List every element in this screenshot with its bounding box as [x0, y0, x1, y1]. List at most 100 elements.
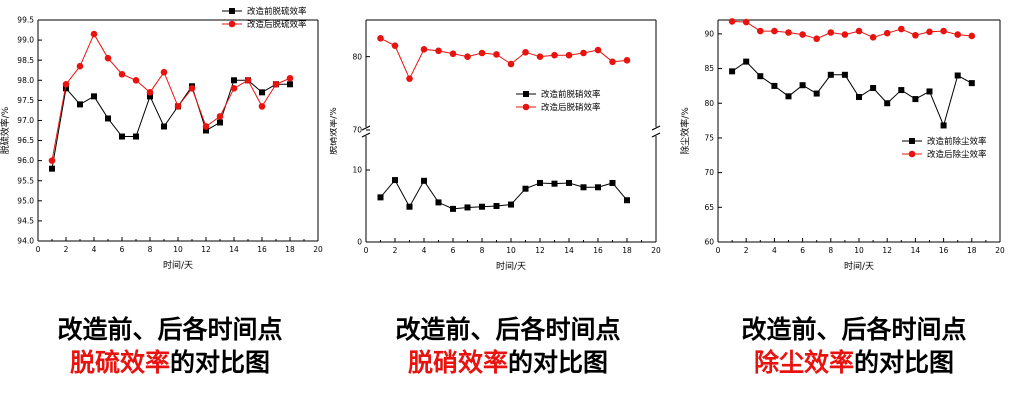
x-tick-label: 6	[120, 245, 125, 254]
caption-sulfur: 改造前、后各时间点 脱硫效率的对比图	[0, 313, 340, 379]
data-point	[118, 70, 126, 78]
y-tick-label: 60	[704, 238, 714, 247]
plot-frame: 0 2 4 6 8 10 12 14 16 18 20 60 65 70 75 80 85 90 时间/天 除尘效率/…	[679, 19, 1005, 272]
legend-label: 改造后除尘效率	[927, 149, 987, 160]
data-point	[841, 71, 848, 78]
caption-line1: 改造前、后各时间点	[741, 315, 967, 344]
legend-marker	[908, 150, 916, 158]
data-point	[493, 51, 500, 58]
data-point	[49, 165, 55, 172]
data-point	[926, 28, 933, 36]
legend-label: 改造前脱硝效率	[541, 89, 601, 100]
data-point	[827, 29, 835, 36]
data-point	[743, 58, 750, 65]
data-point	[757, 73, 764, 80]
legend-label: 改造后脱硝效率	[541, 102, 601, 113]
x-tick-label: 20	[651, 246, 661, 255]
data-point	[174, 103, 182, 110]
caption-highlight: 脱硫效率	[69, 348, 170, 377]
x-tick-label: 16	[939, 246, 949, 255]
x-tick-label: 16	[593, 246, 603, 255]
x-tick-label: 4	[92, 245, 97, 254]
y-tick-label: 85	[704, 64, 714, 73]
y-tick-label: 94.5	[17, 217, 34, 226]
x-tick-label: 20	[995, 246, 1005, 255]
x-tick-label: 14	[911, 246, 921, 255]
legend-marker	[522, 103, 530, 111]
x-tick-label: 4	[422, 246, 427, 255]
data-point	[827, 71, 834, 78]
data-point	[595, 184, 601, 191]
data-point	[507, 60, 515, 68]
data-point	[202, 123, 210, 130]
data-point	[912, 96, 919, 103]
data-point	[551, 51, 558, 59]
data-point	[536, 53, 544, 60]
data-point	[968, 32, 976, 40]
data-point	[729, 68, 736, 75]
series-before	[729, 58, 975, 129]
data-point	[926, 88, 933, 95]
plot-frame: 0 2 4 6 8 10 12 14 16 18 20 94.0 94.5 95.0 95.5 96.0 96.…	[0, 16, 323, 271]
data-point	[272, 80, 280, 88]
data-point	[609, 179, 616, 186]
data-point	[566, 179, 572, 186]
data-point	[188, 85, 196, 92]
caption-line1: 改造前、后各时间点	[57, 315, 283, 344]
y-tick-label: 80	[352, 52, 362, 61]
data-point	[406, 203, 413, 210]
data-point	[286, 74, 294, 82]
y-tick-label: 90	[704, 29, 714, 38]
data-point	[742, 18, 750, 26]
data-point	[231, 77, 237, 84]
data-point	[203, 127, 209, 134]
y-tick-label: 65	[704, 203, 714, 212]
y-tick-label: 94.0	[17, 237, 34, 246]
series-before	[377, 177, 630, 212]
series-line	[380, 37, 628, 80]
data-point	[799, 31, 806, 38]
data-point	[551, 180, 558, 187]
data-point	[884, 100, 891, 107]
axis-break-mark-right	[651, 132, 661, 138]
x-tick-label: 12	[882, 246, 892, 255]
data-point	[377, 35, 384, 42]
data-point	[48, 157, 56, 164]
data-point	[76, 62, 84, 70]
data-point	[813, 90, 820, 97]
data-point	[785, 93, 792, 100]
legend-label: 改造前脱硫效率	[247, 6, 307, 17]
data-point	[377, 194, 384, 201]
data-point	[258, 103, 266, 110]
caption-highlight: 脱硝效率	[407, 348, 508, 377]
y-tick-label: 99.0	[17, 36, 34, 45]
data-point	[464, 53, 471, 60]
y-tick-label: 99.5	[17, 16, 34, 25]
data-point	[119, 133, 125, 140]
caption-suffix: 的对比图	[508, 348, 609, 377]
x-tick-label: 8	[148, 245, 153, 254]
data-point	[841, 31, 849, 38]
data-point	[216, 113, 224, 120]
x-tick-label: 10	[854, 246, 864, 255]
data-point	[478, 49, 486, 57]
sulfur-removal-chart: 0 2 4 6 8 10 12 14 16 18 20 94.0 94.5 95.0 95.5 96.0 96.…	[0, 6, 323, 271]
caption-denitrification: 改造前、后各时间点 脱硝效率的对比图	[338, 313, 678, 379]
caption-dust: 改造前、后各时间点 除尘效率的对比图	[684, 313, 1024, 379]
caption-line1: 改造前、后各时间点	[395, 315, 621, 344]
axis-break-mark-left	[361, 132, 371, 138]
x-tick-label: 14	[564, 246, 574, 255]
data-point	[90, 30, 98, 38]
series-line	[732, 20, 972, 40]
data-point	[435, 47, 442, 55]
legend-marker	[909, 138, 915, 144]
legend-label: 改造后脱硫效率	[247, 19, 307, 30]
y-tick-label: 95.0	[17, 196, 34, 205]
data-point	[217, 119, 223, 126]
data-point	[493, 203, 500, 209]
data-point	[940, 27, 947, 35]
x-axis-title: 时间/天	[844, 260, 874, 272]
data-point	[869, 34, 877, 41]
